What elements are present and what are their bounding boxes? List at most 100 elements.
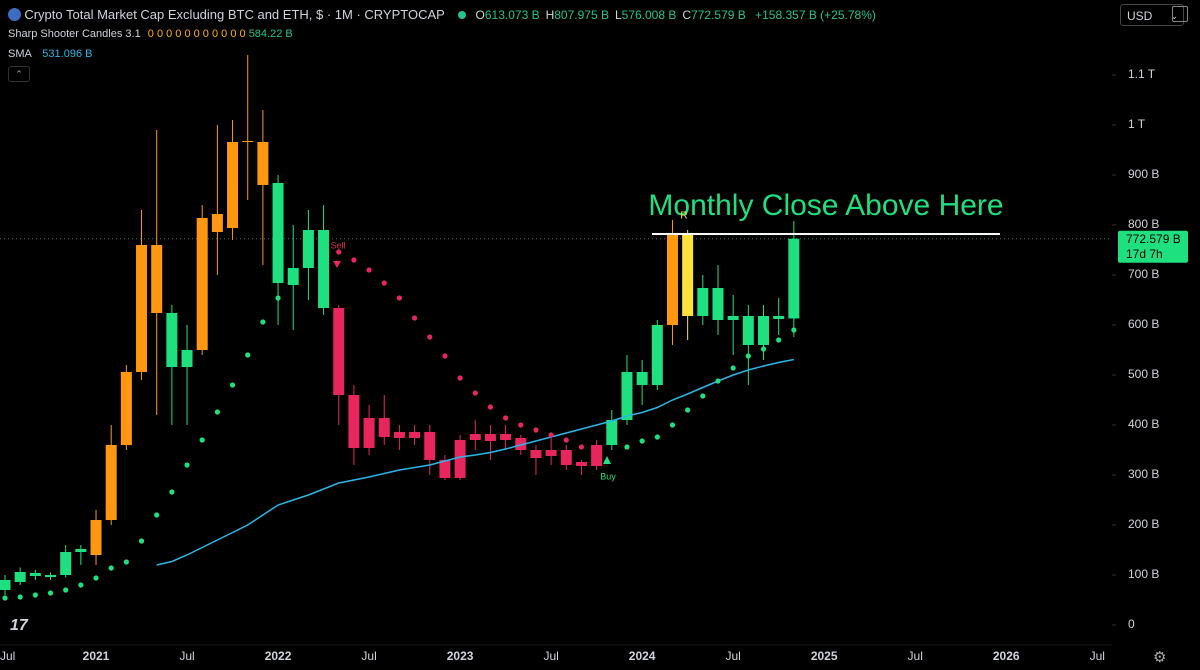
y-tick-label: 400 B <box>1128 417 1159 431</box>
stop-dot <box>214 409 220 415</box>
stop-dot <box>669 422 676 428</box>
candle-body <box>151 245 163 313</box>
candle-body <box>515 438 527 450</box>
ohlc-key: O <box>475 8 485 22</box>
stop-dot <box>457 375 463 381</box>
x-tick-label: Jul <box>725 649 740 663</box>
x-tick-label: Jul <box>543 649 558 663</box>
stop-dot <box>578 444 585 450</box>
candle-body <box>272 183 284 283</box>
stop-dot <box>17 594 23 600</box>
stop-dot <box>548 432 554 438</box>
candle-body <box>666 233 678 325</box>
stop-dot <box>78 582 84 588</box>
stop-dot <box>154 512 160 518</box>
candle-body <box>136 245 148 372</box>
x-tick-label: Jul <box>908 649 923 663</box>
candle-body <box>378 418 390 437</box>
stop-dot <box>427 334 433 340</box>
stop-dot <box>108 565 114 571</box>
stop-dot <box>199 437 205 443</box>
stop-dot <box>245 352 251 358</box>
stop-dot <box>518 422 524 428</box>
ohlc-value: 772.579 B <box>691 8 746 22</box>
candle-body <box>530 450 542 458</box>
candle-body <box>196 218 208 350</box>
ohlc-value: 807.975 B <box>554 8 609 22</box>
buy-arrow <box>603 456 611 464</box>
stop-dot <box>700 393 706 399</box>
stop-dot <box>639 438 645 444</box>
y-tick-label: 1 T <box>1128 117 1146 131</box>
stop-dot <box>411 315 418 321</box>
candle-body <box>393 432 405 438</box>
stop-dot <box>229 382 236 388</box>
change: +158.357 B (+25.78%) <box>755 8 876 22</box>
indicator-row[interactable]: Sharp Shooter Candles 3.1 0 0 0 0 0 0 0 … <box>8 28 293 40</box>
stop-dot <box>381 280 387 286</box>
collapse-button[interactable]: ⌃ <box>8 66 30 82</box>
countdown: 17d 7h <box>1126 247 1163 261</box>
candle-body <box>363 418 375 448</box>
x-tick-label: 2024 <box>629 649 656 663</box>
candle-body <box>788 238 800 319</box>
candle-body <box>60 552 72 575</box>
currency-select[interactable]: USD ⌄ <box>1120 4 1184 26</box>
candle-body <box>454 440 466 478</box>
expand-button[interactable] <box>1172 6 1188 22</box>
indicator-value: 531.096 B <box>42 48 93 60</box>
y-tick-label: 500 B <box>1128 367 1159 381</box>
indicator-name: Sharp Shooter Candles 3.1 <box>8 28 141 40</box>
candle-body <box>242 141 254 142</box>
candle-body <box>105 445 117 520</box>
annotation: Monthly Close Above Here <box>648 189 1003 222</box>
candle-body <box>560 450 572 465</box>
candle-body <box>500 434 512 440</box>
x-tick-label: 2025 <box>811 649 838 663</box>
signal-marker: R <box>680 211 687 222</box>
y-tick-label: 100 B <box>1128 567 1159 581</box>
y-tick-label: 900 B <box>1128 167 1159 181</box>
candle-body <box>591 445 603 466</box>
candle-body <box>120 372 132 445</box>
settings-button[interactable]: ⚙ <box>1153 649 1167 666</box>
stop-dot <box>138 538 145 544</box>
candle-body <box>758 316 769 345</box>
stop-dot <box>654 434 660 440</box>
y-tick-label: 0 <box>1128 617 1135 631</box>
ohlc-value: 576.008 B <box>621 8 677 22</box>
symbol-title: Crypto Total Market Cap Excluding BTC an… <box>24 7 445 22</box>
indicator-row[interactable]: SMA 531.096 B <box>8 48 92 60</box>
y-tick-label: 300 B <box>1128 467 1159 481</box>
stop-dot <box>47 590 54 596</box>
stop-dot <box>776 337 782 343</box>
ohlc-key: C <box>682 8 692 22</box>
stop-dot <box>791 327 797 333</box>
stop-dot <box>32 592 38 598</box>
stop-dot <box>760 346 767 352</box>
candle-body <box>211 214 223 232</box>
stop-dot <box>563 437 569 443</box>
stop-dot <box>442 353 448 359</box>
candle-body <box>651 325 663 385</box>
candle-body <box>636 372 648 385</box>
candle-body <box>424 432 436 460</box>
x-tick-label: 2022 <box>265 649 292 663</box>
candle-body <box>45 575 57 577</box>
candle-body <box>181 350 193 367</box>
price-label: 772.579 B <box>1126 232 1181 246</box>
candle-body <box>14 572 26 582</box>
stop-dot <box>594 446 600 452</box>
candle-body <box>606 420 618 445</box>
x-tick-label: 2026 <box>993 649 1020 663</box>
ohlc-key: H <box>545 8 555 22</box>
header-row: Crypto Total Market Cap Excluding BTC an… <box>8 7 876 22</box>
candle-body <box>0 580 11 590</box>
candle-body <box>409 432 421 438</box>
ohlc: O613.073 B H807.975 B L576.008 B C772.579 B <box>476 8 752 22</box>
stop-dot <box>366 267 372 273</box>
y-tick-label: 700 B <box>1128 267 1159 281</box>
